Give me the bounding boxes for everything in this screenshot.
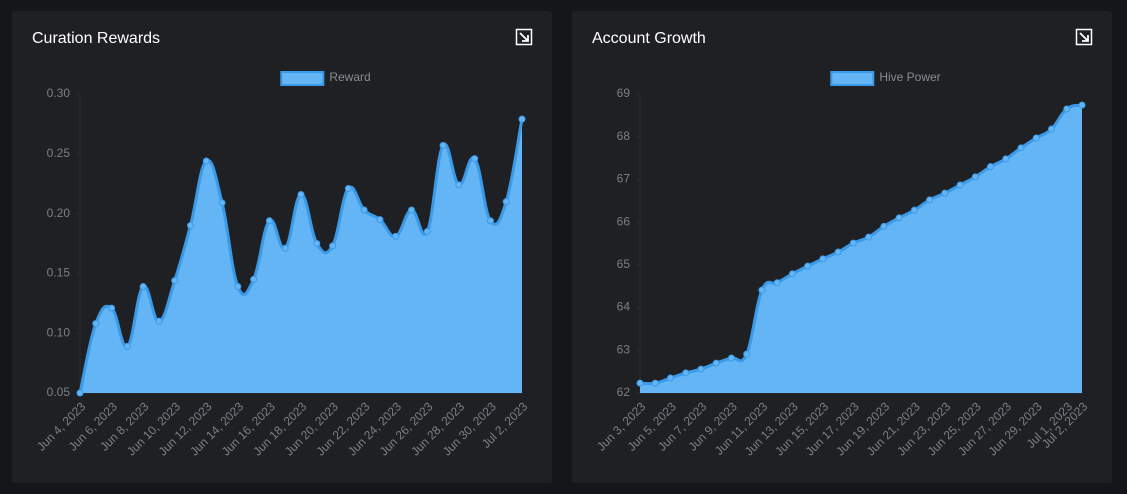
point bbox=[926, 196, 934, 204]
expand-icon[interactable] bbox=[515, 28, 533, 46]
point bbox=[804, 262, 812, 270]
legend-label: Reward bbox=[329, 70, 370, 84]
point bbox=[727, 354, 735, 362]
y-tick-label: 64 bbox=[617, 300, 631, 314]
point bbox=[743, 350, 751, 358]
point bbox=[788, 270, 796, 278]
point bbox=[376, 216, 384, 224]
point bbox=[344, 184, 352, 192]
y-tick-label: 67 bbox=[617, 172, 631, 186]
y-tick-label: 0.05 bbox=[47, 385, 71, 399]
point bbox=[76, 389, 84, 397]
y-tick-label: 63 bbox=[617, 342, 631, 356]
point bbox=[834, 248, 842, 256]
y-tick-label: 68 bbox=[617, 129, 631, 143]
point bbox=[139, 283, 147, 291]
legend-label: Hive Power bbox=[879, 70, 940, 84]
point bbox=[895, 214, 903, 222]
point bbox=[956, 181, 964, 189]
point bbox=[712, 359, 720, 367]
point bbox=[865, 233, 873, 241]
point bbox=[697, 365, 705, 373]
point bbox=[971, 173, 979, 181]
point bbox=[1063, 105, 1071, 113]
point bbox=[408, 206, 415, 214]
point bbox=[819, 255, 827, 263]
expand-icon[interactable] bbox=[1075, 28, 1093, 46]
point bbox=[1002, 155, 1010, 163]
point bbox=[910, 206, 918, 214]
area bbox=[80, 119, 522, 393]
point bbox=[880, 222, 888, 230]
point bbox=[455, 181, 463, 189]
point bbox=[502, 198, 510, 206]
point bbox=[123, 342, 131, 350]
point bbox=[439, 141, 447, 149]
y-tick-label: 65 bbox=[617, 257, 631, 271]
y-tick-label: 62 bbox=[617, 385, 631, 399]
y-tick-label: 0.25 bbox=[47, 146, 71, 160]
point bbox=[471, 155, 479, 163]
point bbox=[651, 379, 659, 387]
legend-swatch bbox=[830, 71, 875, 86]
point bbox=[202, 157, 210, 165]
point bbox=[92, 320, 100, 328]
y-tick-label: 0.30 bbox=[47, 86, 71, 100]
point bbox=[297, 190, 305, 198]
y-tick-label: 0.20 bbox=[47, 206, 71, 220]
point bbox=[1078, 101, 1086, 109]
point bbox=[486, 217, 494, 225]
point bbox=[849, 239, 857, 247]
point bbox=[187, 222, 194, 230]
chart-title: Account Growth bbox=[592, 30, 706, 47]
point bbox=[518, 115, 526, 123]
point bbox=[682, 369, 690, 377]
y-tick-label: 0.15 bbox=[47, 266, 71, 280]
point bbox=[636, 379, 644, 387]
point bbox=[1048, 125, 1056, 133]
point bbox=[281, 244, 289, 252]
legend: Hive Power bbox=[830, 70, 941, 86]
point bbox=[234, 283, 242, 291]
point bbox=[250, 275, 258, 283]
point bbox=[329, 242, 337, 250]
area bbox=[640, 105, 1082, 393]
point bbox=[773, 279, 781, 287]
point bbox=[218, 199, 226, 207]
y-tick-label: 69 bbox=[617, 86, 631, 100]
point bbox=[423, 228, 431, 236]
point bbox=[392, 232, 400, 240]
point bbox=[758, 286, 766, 294]
legend-swatch bbox=[280, 71, 325, 86]
point bbox=[666, 374, 674, 382]
y-tick-label: 66 bbox=[617, 214, 631, 228]
point bbox=[313, 240, 321, 247]
point bbox=[1032, 134, 1040, 142]
point bbox=[1017, 144, 1025, 152]
y-tick-label: 0.10 bbox=[47, 325, 71, 339]
point bbox=[941, 189, 949, 197]
point bbox=[155, 317, 163, 325]
point bbox=[265, 217, 273, 225]
chart-title: Curation Rewards bbox=[32, 30, 160, 47]
point bbox=[108, 304, 116, 312]
point bbox=[987, 163, 995, 171]
point bbox=[360, 206, 368, 214]
point bbox=[171, 277, 179, 285]
legend: Reward bbox=[280, 70, 371, 86]
